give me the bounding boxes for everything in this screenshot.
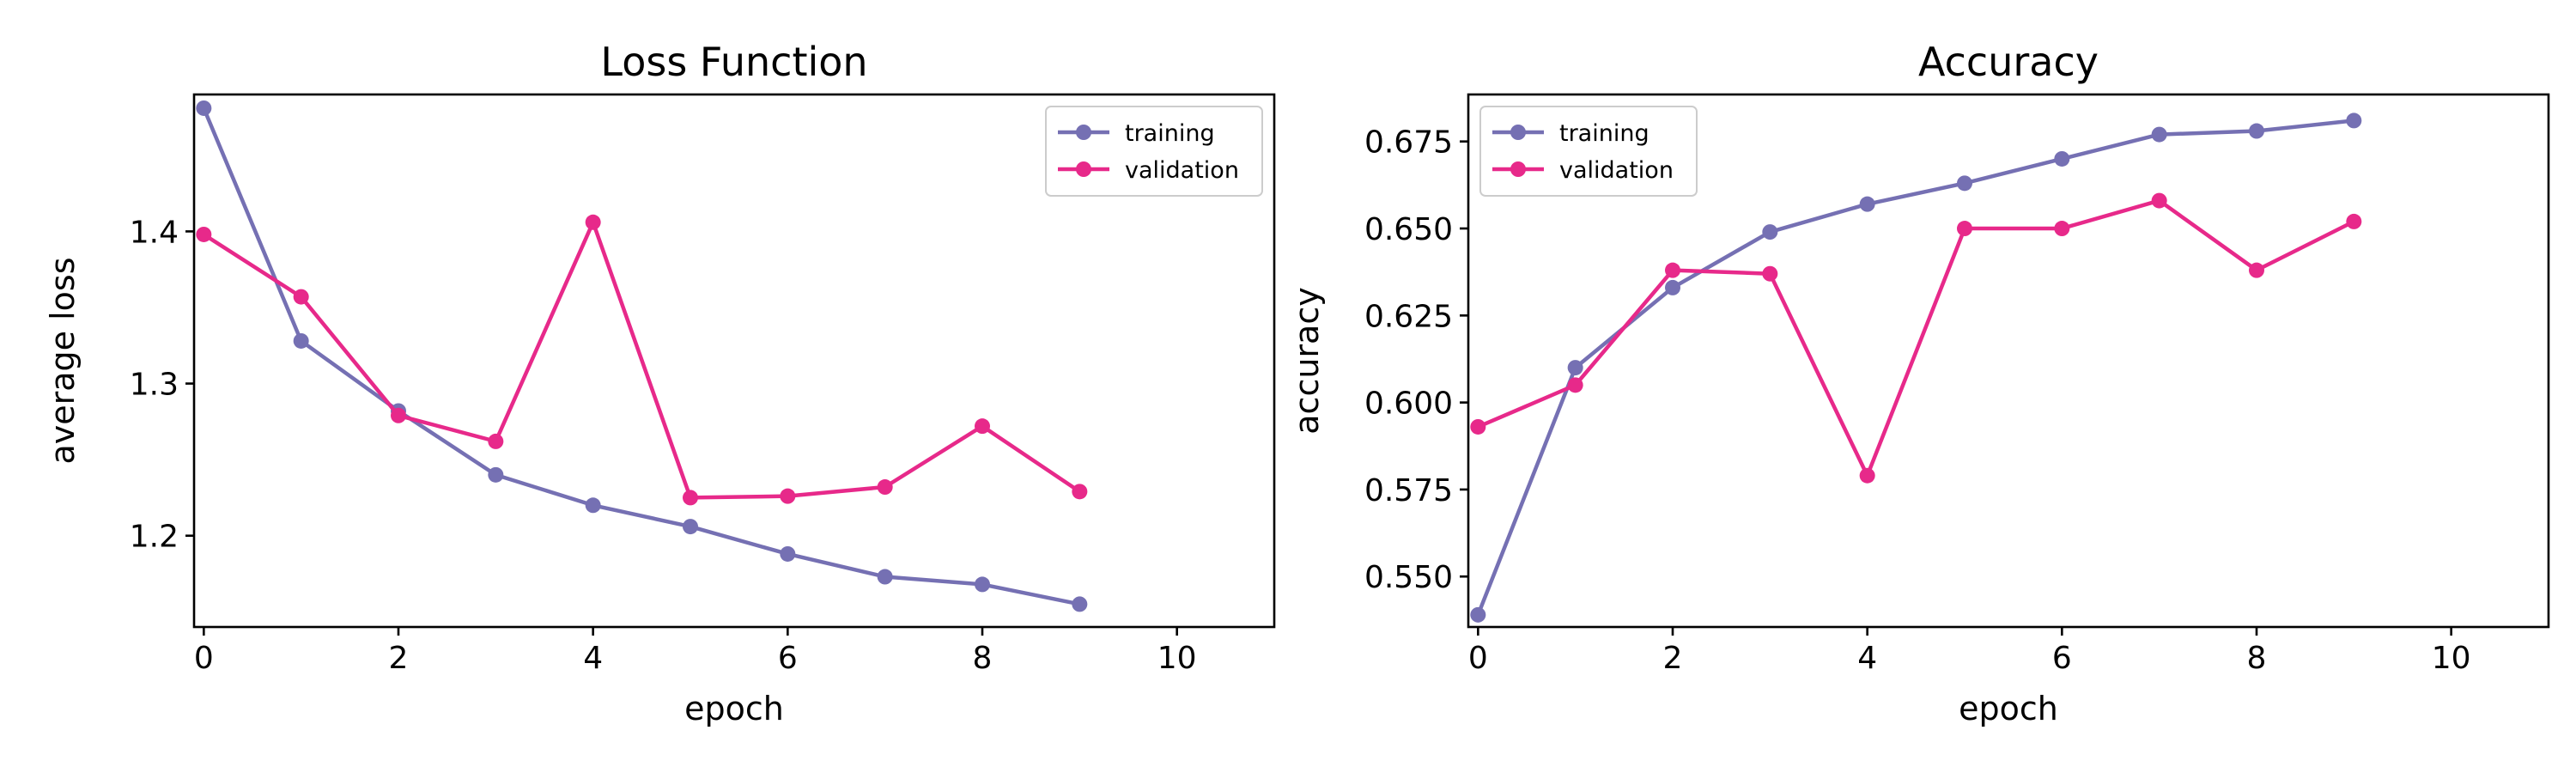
data-point-validation	[683, 490, 698, 506]
data-point-training	[1762, 224, 1778, 240]
data-point-training	[780, 545, 796, 562]
series-line-validation	[1477, 198, 2355, 478]
x-tick-label: 0	[194, 641, 214, 676]
x-axis-label: epoch	[684, 690, 784, 727]
y-tick-label: 0.625	[1364, 299, 1453, 334]
plot-frame	[192, 93, 1276, 629]
data-point-validation	[391, 407, 406, 423]
y-tick-label: 0.600	[1364, 386, 1453, 422]
y-axis-label: average loss	[44, 257, 82, 464]
y-tick-label: 0.550	[1364, 560, 1453, 595]
data-point-training	[585, 497, 601, 514]
data-point-training	[196, 100, 212, 116]
data-point-validation	[1665, 262, 1680, 278]
y-tick-label: 1.2	[130, 520, 179, 555]
data-point-training	[1470, 606, 1486, 623]
data-point-training	[2346, 113, 2362, 129]
data-point-validation	[877, 479, 893, 496]
x-tick-label: 2	[389, 641, 409, 676]
data-point-validation	[975, 418, 990, 435]
data-point-training	[2249, 123, 2264, 139]
data-point-training	[1567, 360, 1583, 376]
x-tick-label: 2	[1663, 641, 1683, 676]
legend-label: validation	[1559, 157, 1674, 184]
data-point-validation	[780, 488, 796, 504]
data-point-validation	[2249, 262, 2264, 278]
data-point-training	[1072, 596, 1088, 612]
data-point-training	[293, 332, 309, 349]
legend: training validation	[1479, 106, 1698, 197]
x-tick-label: 6	[2052, 641, 2072, 676]
data-point-validation	[1470, 418, 1486, 435]
y-axis-label: accuracy	[1288, 287, 1326, 434]
legend-swatch-marker	[1510, 161, 1526, 177]
data-point-validation	[488, 433, 504, 449]
x-tick-label: 0	[1468, 641, 1488, 676]
y-tick-label: 1.3	[130, 368, 179, 403]
data-point-validation	[2346, 213, 2362, 229]
data-point-training	[2054, 150, 2070, 167]
legend-box	[1479, 106, 1698, 197]
x-tick-label: 8	[973, 641, 993, 676]
data-point-training	[1957, 175, 1972, 192]
chart-title: Accuracy	[1918, 39, 2099, 85]
data-point-training	[1665, 279, 1680, 295]
x-tick-label: 10	[1157, 641, 1197, 676]
data-point-validation	[1567, 377, 1583, 393]
legend-box	[1045, 106, 1263, 197]
data-point-validation	[2054, 221, 2070, 237]
data-point-validation	[1957, 221, 1972, 237]
data-point-validation	[585, 214, 601, 230]
y-tick-label: 0.575	[1364, 473, 1453, 508]
y-tick-label: 0.675	[1364, 125, 1453, 161]
legend-label: training	[1559, 120, 1649, 147]
data-point-training	[1859, 196, 1875, 212]
legend-swatch-marker	[1076, 125, 1091, 140]
x-tick-label: 4	[583, 641, 603, 676]
loss-chart: Loss Function 0 2 4 6 8 10 1.2 1.3 1.4 epoch averag…	[44, 39, 1276, 727]
plot-frame	[1467, 93, 2550, 629]
x-tick-label: 10	[2432, 641, 2471, 676]
legend: training validation	[1045, 106, 1263, 197]
data-point-validation	[293, 289, 309, 305]
x-tick-label: 4	[1857, 641, 1877, 676]
x-tick-label: 6	[778, 641, 798, 676]
data-point-training	[488, 466, 504, 483]
data-point-validation	[2151, 192, 2167, 209]
series-line-training	[202, 107, 1080, 606]
x-axis-label: epoch	[1959, 690, 2058, 727]
data-point-validation	[1072, 484, 1088, 500]
series-line-validation	[203, 220, 1081, 500]
data-point-training	[683, 519, 698, 535]
legend-swatch-marker	[1076, 161, 1091, 177]
x-tick-label: 8	[2247, 641, 2267, 676]
y-tick-label: 0.650	[1364, 212, 1453, 247]
legend-label: validation	[1125, 157, 1239, 184]
data-point-validation	[1762, 265, 1778, 282]
data-point-validation	[1859, 467, 1875, 484]
data-point-training	[2151, 126, 2167, 143]
y-tick-label: 1.4	[130, 215, 179, 250]
legend-label: training	[1125, 120, 1215, 147]
data-point-training	[975, 576, 990, 593]
accuracy-chart: Accuracy 0 2 4 6 8 10 0.550 0.575 0.600 0.625 0.650…	[1288, 39, 2550, 727]
legend-swatch-marker	[1510, 125, 1526, 140]
data-point-training	[877, 569, 893, 585]
data-point-validation	[196, 226, 212, 242]
chart-title: Loss Function	[600, 39, 867, 85]
